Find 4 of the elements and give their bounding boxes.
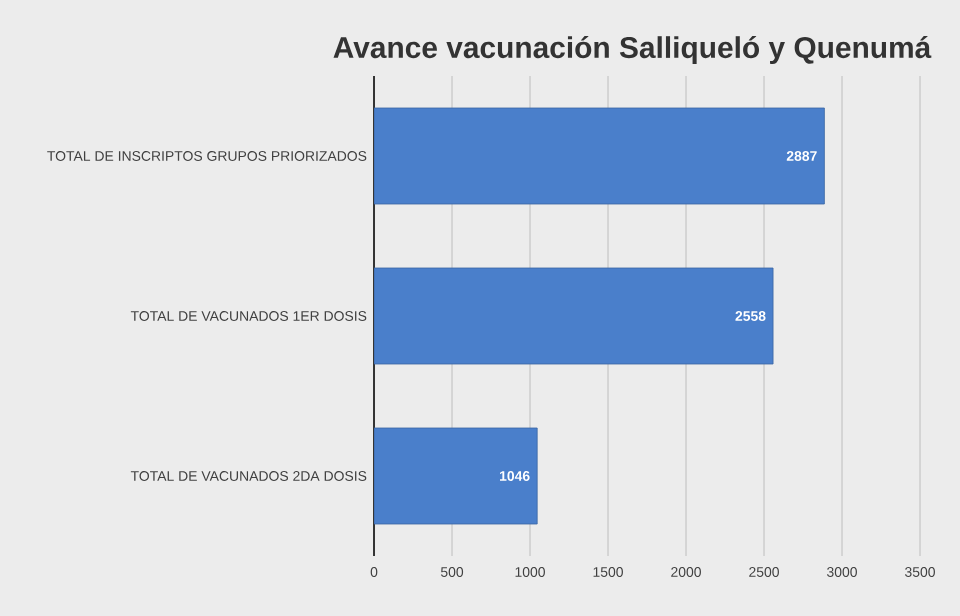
bar <box>374 427 538 525</box>
bar <box>374 107 825 205</box>
bar <box>374 267 774 365</box>
chart-title: Avance vacunación Salliqueló y Quenumá <box>333 35 932 65</box>
